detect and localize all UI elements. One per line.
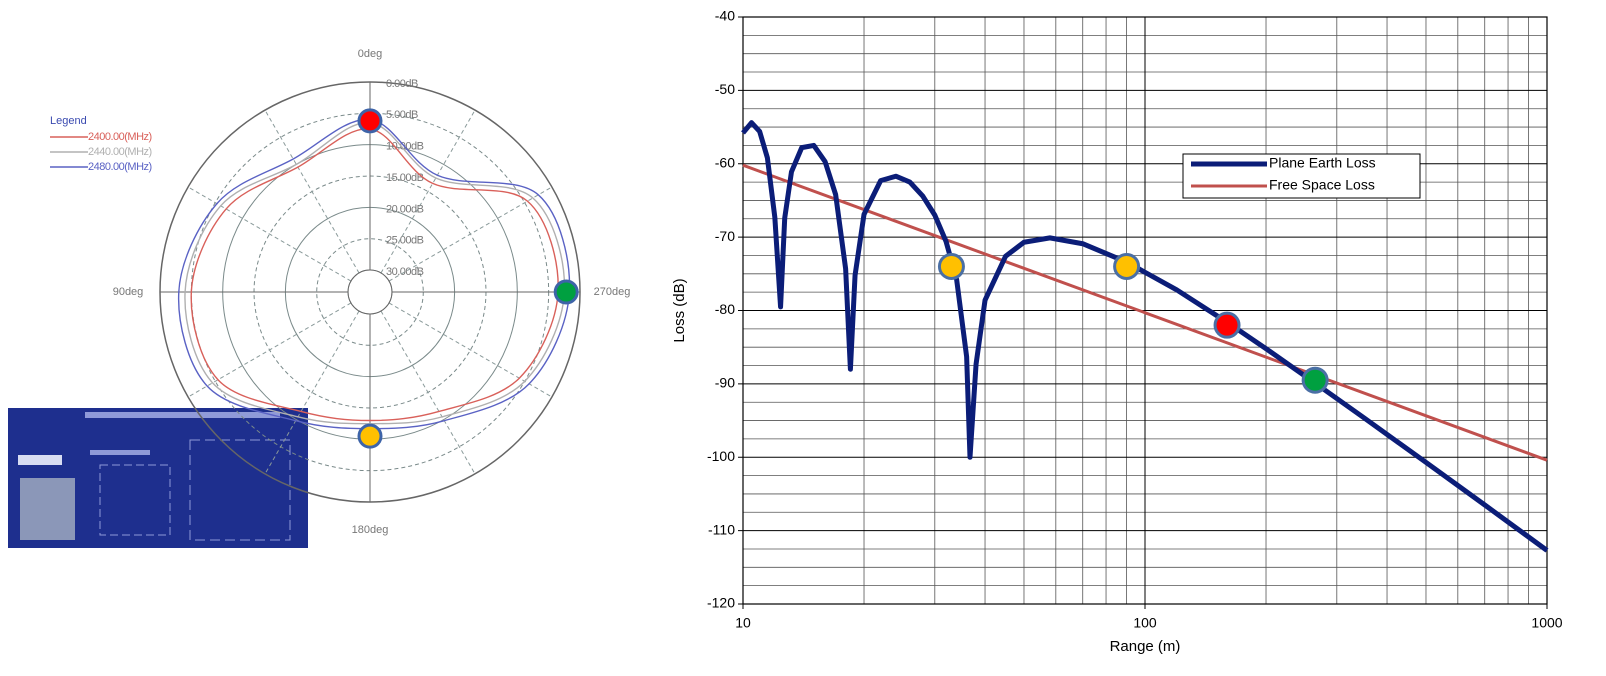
series-line [741, 120, 1549, 553]
spoke [388, 302, 553, 398]
spoke [264, 310, 360, 475]
x-tick-label: 1000 [1531, 615, 1562, 631]
y-tick-label: -100 [707, 448, 735, 464]
marker [1301, 366, 1329, 394]
y-tick-label: -80 [715, 301, 735, 317]
ring-label: 20.00dB [386, 203, 424, 215]
spoke [380, 109, 476, 274]
angle-label: 0deg [358, 48, 382, 60]
spoke [388, 186, 553, 282]
center-hole [347, 269, 393, 315]
marker [357, 108, 383, 134]
photo-detail [99, 464, 171, 536]
marker [553, 279, 579, 305]
y-tick-label: -70 [715, 228, 735, 244]
ring-label: 15.00dB [386, 172, 424, 184]
spoke [187, 186, 352, 282]
photo-chip [20, 478, 75, 540]
series-line [742, 163, 1548, 462]
y-tick-label: -110 [708, 521, 735, 537]
spoke [380, 310, 476, 475]
module-photo [8, 408, 308, 548]
polar-chart: 0.00dB5.00dB10.00dB15.00dB20.00dB25.00dB… [50, 48, 630, 536]
photo-detail [90, 450, 150, 455]
legend-label: 2400.00(MHz) [88, 131, 152, 143]
photo-detail [85, 412, 280, 418]
angle-label: 90deg [113, 286, 144, 298]
ring-label: 0.00dB [386, 78, 418, 90]
angle-label: 180deg [352, 524, 389, 536]
marker [1213, 311, 1241, 339]
photo-detail [189, 439, 291, 541]
legend-label: Plane Earth Loss [1269, 155, 1376, 171]
ring-label: 5.00dB [386, 109, 418, 121]
ring-label: 25.00dB [386, 235, 424, 247]
y-axis-label: Loss (dB) [671, 278, 688, 342]
legend-title: Legend [50, 115, 87, 127]
ring-label: 30.00dB [386, 266, 424, 278]
marker [1113, 252, 1141, 280]
angle-label: 270deg [594, 286, 631, 298]
legend-label: Free Space Loss [1269, 177, 1375, 193]
y-tick-label: -40 [715, 8, 735, 24]
y-tick-label: -60 [715, 154, 735, 170]
line-chart: -120 -110 -100 -90 -80 -70 -60 -50 -40 10 100 1000 R… [671, 8, 1563, 655]
spoke [187, 302, 352, 398]
marker [937, 252, 965, 280]
legend-label: 2480.00(MHz) [88, 161, 152, 173]
x-axis-label: Range (m) [1110, 638, 1181, 655]
photo-detail [18, 455, 62, 465]
x-tick-label: 100 [1133, 615, 1157, 631]
pattern-line [184, 122, 566, 425]
legend-label: 2440.00(MHz) [88, 146, 152, 158]
y-tick-label: -50 [715, 81, 735, 97]
y-tick-label: -90 [715, 375, 735, 391]
x-tick-label: 10 [735, 615, 751, 631]
y-tick-label: -120 [707, 595, 735, 611]
marker [357, 423, 383, 449]
spoke [264, 109, 360, 274]
plot-border [742, 16, 1548, 605]
pattern-line [190, 128, 559, 422]
legend-box [1182, 153, 1421, 199]
